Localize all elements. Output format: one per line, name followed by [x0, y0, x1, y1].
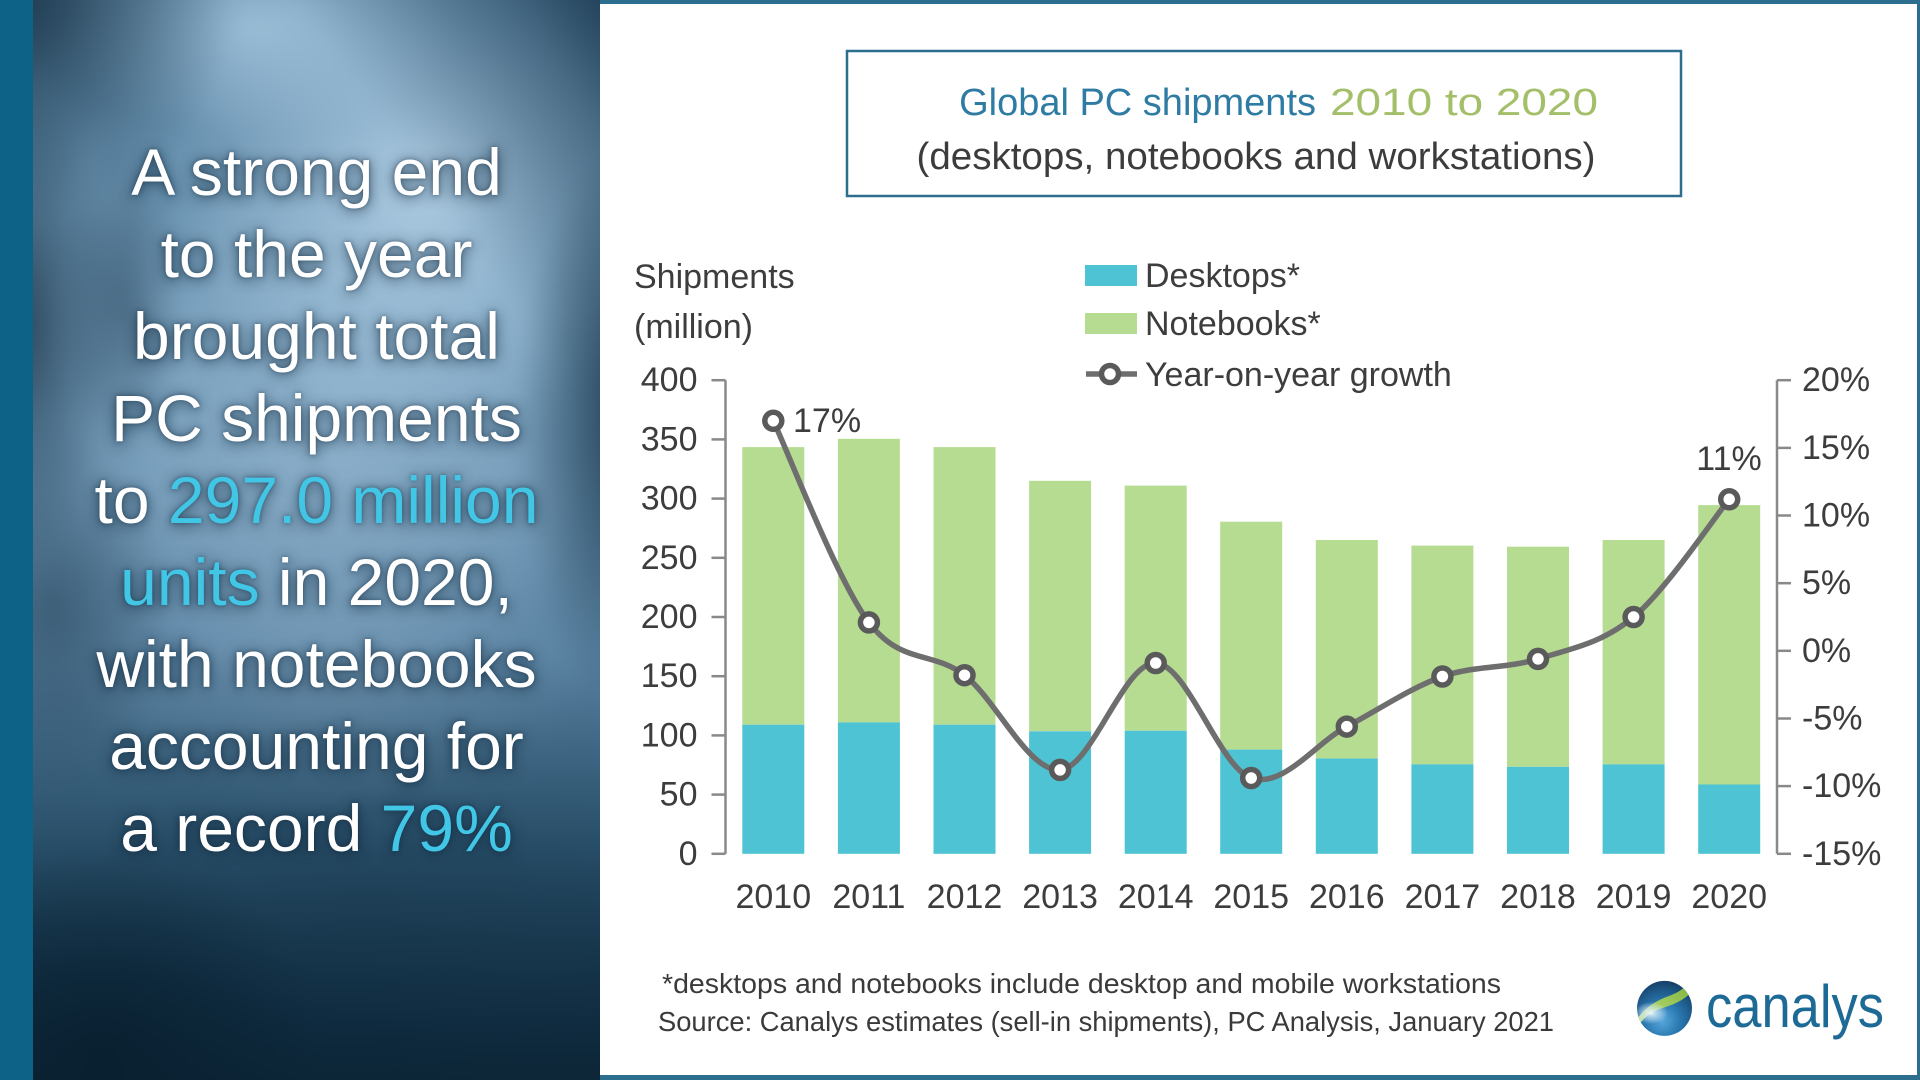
svg-text:100: 100	[641, 716, 698, 754]
svg-text:(desktops, notebooks and works: (desktops, notebooks and workstations)	[917, 136, 1596, 178]
svg-text:2010 to 2020: 2010 to 2020	[1330, 82, 1598, 124]
svg-text:Notebooks*: Notebooks*	[1145, 305, 1321, 343]
svg-text:2011: 2011	[832, 878, 905, 916]
svg-text:400: 400	[641, 361, 698, 399]
svg-text:0%: 0%	[1802, 632, 1851, 670]
svg-text:Desktops*: Desktops*	[1145, 257, 1300, 295]
svg-text:canalys: canalys	[1706, 973, 1884, 1040]
svg-text:17%: 17%	[793, 402, 861, 440]
svg-text:2019: 2019	[1596, 878, 1672, 916]
svg-text:2018: 2018	[1500, 878, 1576, 916]
svg-text:*desktops and notebooks includ: *desktops and notebooks include desktop …	[662, 968, 1501, 999]
svg-text:2012: 2012	[927, 878, 1003, 916]
svg-text:0: 0	[679, 835, 698, 873]
svg-text:250: 250	[641, 539, 698, 577]
svg-text:2016: 2016	[1309, 878, 1385, 916]
svg-text:-5%: -5%	[1802, 700, 1862, 738]
svg-text:Global PC shipments: Global PC shipments	[959, 82, 1316, 124]
svg-text:300: 300	[641, 480, 698, 518]
svg-text:2014: 2014	[1118, 878, 1194, 916]
svg-text:350: 350	[641, 420, 698, 458]
svg-text:50: 50	[660, 776, 698, 814]
svg-text:5%: 5%	[1802, 564, 1851, 602]
svg-text:150: 150	[641, 657, 698, 695]
svg-text:15%: 15%	[1802, 429, 1870, 467]
svg-text:2013: 2013	[1022, 878, 1098, 916]
svg-text:20%: 20%	[1802, 361, 1870, 399]
svg-text:Shipments: Shipments	[634, 258, 795, 296]
svg-text:2010: 2010	[735, 878, 811, 916]
svg-text:11%: 11%	[1696, 440, 1762, 478]
svg-text:Year-on-year growth: Year-on-year growth	[1145, 356, 1452, 394]
svg-text:2020: 2020	[1691, 878, 1767, 916]
svg-text:2017: 2017	[1405, 878, 1481, 916]
svg-text:(million): (million)	[634, 308, 753, 346]
svg-text:-15%: -15%	[1802, 835, 1881, 873]
svg-text:Source: Canalys estimates (sel: Source: Canalys estimates (sell-in shipm…	[658, 1006, 1554, 1037]
svg-text:200: 200	[641, 598, 698, 636]
svg-text:10%: 10%	[1802, 497, 1870, 535]
svg-text:2015: 2015	[1213, 878, 1289, 916]
svg-text:-10%: -10%	[1802, 767, 1881, 805]
